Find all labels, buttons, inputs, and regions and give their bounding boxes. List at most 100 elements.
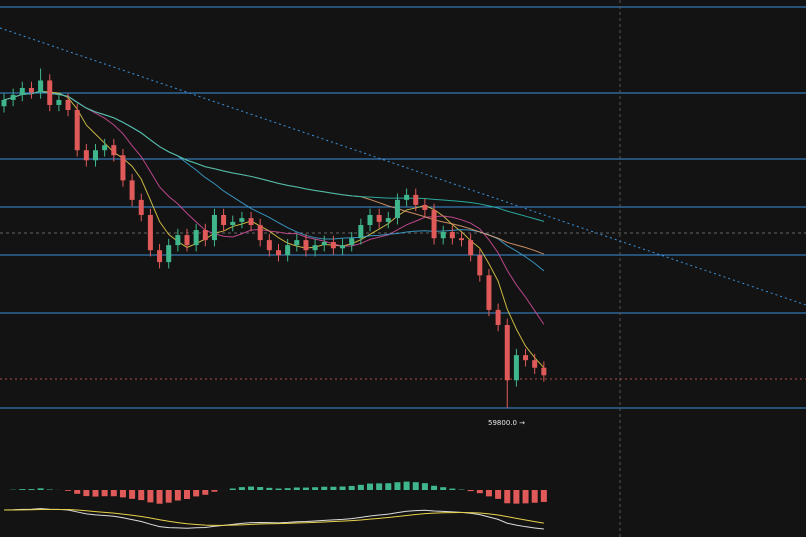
macd-bar [101, 490, 108, 497]
macd-bar [202, 490, 209, 495]
candle-body [47, 80, 53, 105]
candle-body [193, 230, 199, 246]
macd-bar [174, 490, 181, 501]
candle-body [513, 355, 519, 381]
macd-bar [522, 490, 529, 504]
macd-bar [211, 490, 218, 492]
moving-average [3, 90, 545, 325]
candle-body [413, 194, 419, 205]
macd-bar [357, 484, 364, 490]
candle-body [129, 180, 135, 200]
candle-body [394, 199, 400, 219]
candle-body [19, 88, 25, 95]
candle-body [532, 360, 538, 368]
macd-bar [312, 487, 319, 490]
macd-bar [46, 489, 53, 490]
candle-body [239, 218, 245, 222]
macd-bar [275, 488, 282, 490]
candle-body [358, 225, 364, 239]
macd-bar [376, 483, 383, 490]
macd-bar [138, 490, 145, 501]
macd-bar [440, 487, 447, 490]
macd-bar [92, 490, 99, 497]
macd-bar [193, 490, 200, 497]
candle-body [312, 245, 318, 251]
macd-bar [293, 487, 300, 490]
candle-body [56, 99, 62, 105]
macd-bar [339, 486, 346, 490]
candle-body [257, 225, 263, 241]
candle-body [93, 150, 98, 161]
candle-body [221, 214, 227, 226]
macd-bar [467, 490, 474, 492]
macd-bar [110, 490, 117, 497]
macd-bar [302, 487, 309, 490]
low-price-label: 59800.0 → [488, 419, 525, 427]
candle-body [175, 235, 181, 246]
macd-bar [248, 486, 255, 490]
candles [1, 68, 547, 408]
candle-body [65, 99, 71, 110]
candle-body [340, 245, 346, 249]
candle-body [468, 240, 474, 256]
candle-body [449, 231, 455, 239]
macd-line [3, 508, 544, 530]
candle-body [10, 94, 16, 100]
macd-bar [65, 490, 72, 491]
macd-bar [485, 490, 492, 497]
candle-body [111, 145, 117, 156]
candle-body [157, 250, 163, 263]
macd-bar [129, 490, 136, 499]
candle-body [147, 214, 153, 251]
candle-body [303, 240, 309, 251]
candle-body [541, 367, 547, 376]
macd-bar [449, 488, 456, 490]
macd-bar [321, 486, 328, 490]
macd-bar [156, 490, 163, 504]
candle-body [230, 221, 236, 226]
macd-bar [403, 481, 410, 490]
candle-body [459, 238, 464, 241]
macd-bar [147, 490, 154, 503]
candle-body [28, 88, 34, 93]
candle-body [367, 214, 373, 226]
candle-body [349, 238, 355, 246]
candle-body [440, 231, 446, 239]
candle-body [102, 145, 108, 151]
macd-bar [431, 485, 438, 490]
candle-body [404, 194, 410, 200]
candle-body [523, 355, 529, 361]
macd-bar [385, 483, 392, 490]
price-levels [0, 6, 806, 409]
macd-bar [165, 490, 172, 503]
macd-bar [238, 487, 245, 490]
candle-body [486, 275, 492, 310]
macd-bar [28, 489, 35, 490]
candle-body [294, 240, 300, 246]
macd-bar [367, 483, 373, 490]
candle-body [321, 242, 327, 246]
macd-bar [330, 486, 337, 490]
candle-body [83, 150, 89, 161]
macd-bar [421, 483, 428, 490]
candle-body [120, 155, 126, 181]
moving-average [3, 90, 545, 272]
candle-body [38, 80, 44, 93]
macd-bar [257, 487, 264, 490]
macd-bar [531, 490, 538, 503]
candle-body [431, 209, 437, 239]
macd-bar [540, 490, 547, 502]
candle-body [1, 99, 7, 107]
candle-body [385, 218, 391, 222]
macd-bar [83, 490, 90, 497]
candle-body [74, 110, 80, 151]
macd-bar [513, 490, 520, 504]
macd-bar [119, 490, 126, 498]
candle-body [376, 214, 382, 222]
candle-body [211, 214, 217, 241]
macd-bar [476, 490, 483, 494]
macd-bar [229, 488, 236, 490]
candle-body [166, 245, 172, 263]
candle-body [202, 230, 208, 241]
